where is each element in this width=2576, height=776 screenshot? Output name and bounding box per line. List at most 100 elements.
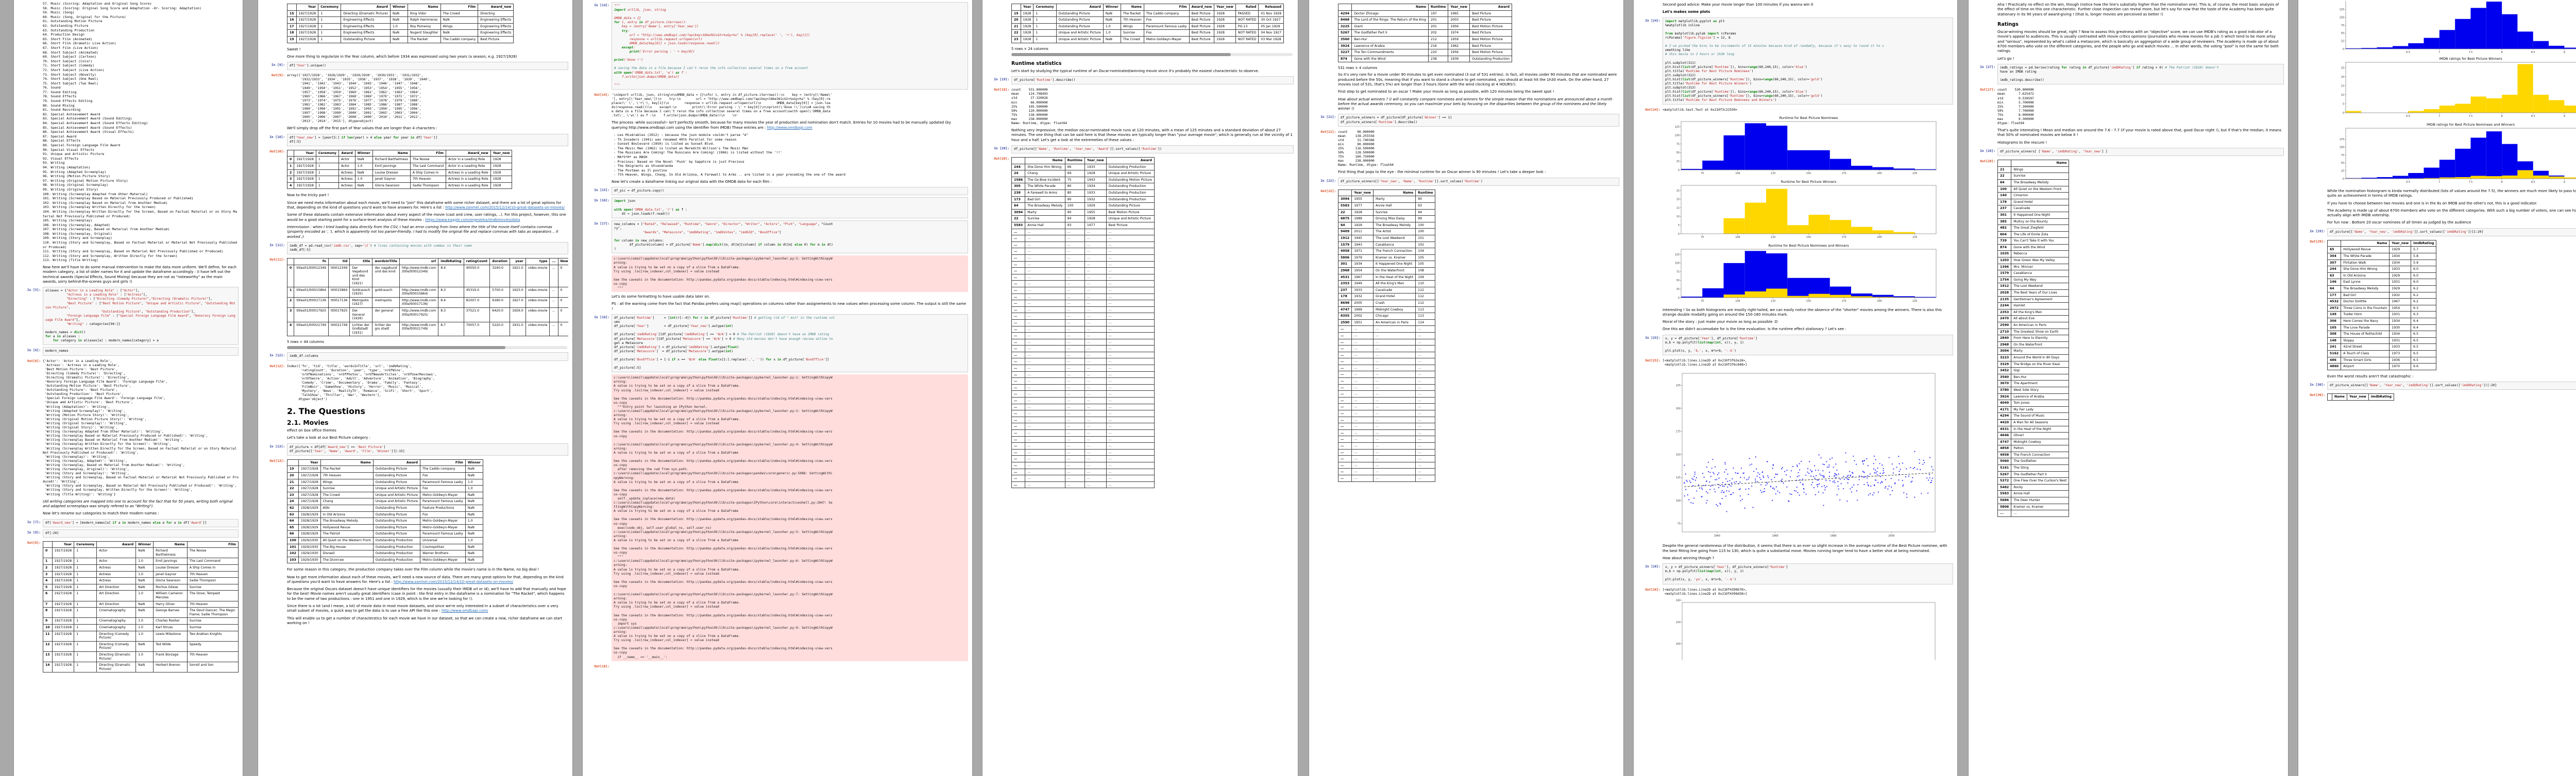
table-cell: 6.5	[2411, 356, 2437, 364]
svg-text:6.5: 6.5	[2406, 181, 2410, 184]
table-row: 148 Skippy 1931 6.5	[2327, 337, 2437, 344]
table-cell: …	[1415, 423, 1436, 430]
horizontal-scrollbar[interactable]	[1011, 53, 1293, 56]
table-cell: The Greatest Show on Earth	[2011, 328, 2070, 336]
table-cell: …	[1011, 319, 1026, 326]
table-cell: 1928	[490, 176, 513, 183]
table-cell: …	[1338, 436, 1352, 443]
table-row: 306 Here Comes the Navy 1934 6.4	[2327, 318, 2437, 325]
scrollbar-thumb[interactable]	[287, 346, 506, 350]
table-row: 739 You Can't Take It with You	[1997, 237, 2070, 245]
table-cell: NaN	[135, 547, 154, 559]
table-cell: 1	[318, 29, 342, 37]
table-row: 18 1927/1928 1 Engineering Effects NaN Nugent…	[287, 29, 514, 37]
table-row: 24 Chang 69 1928 Unique and Artistic Picture	[1011, 170, 1155, 177]
table-cell: Rocky	[2011, 484, 2070, 491]
table-cell: …	[1064, 358, 1085, 366]
output-cell: Out[14]: '\nimport urllib, json, string\n…	[583, 92, 968, 118]
table-cell: 308	[2327, 331, 2342, 338]
paragraph: If you have to choose between two movies…	[2327, 201, 2537, 205]
column-header: imdbRating	[438, 258, 464, 265]
table-cell: 0	[557, 321, 568, 337]
paragraph: Now let's rename our categories to match…	[43, 511, 159, 516]
output-prompt: Out[27]:	[1980, 88, 1995, 92]
table-row: 308 The House of Rothschild 1934 6.5	[2327, 331, 2437, 338]
table-cell: 1927/1928	[298, 472, 321, 479]
table-cell: 3227	[1338, 49, 1352, 56]
code-text: aliases = {"Actor in a Leading Role" : […	[45, 289, 235, 343]
table-cell: 2005	[1351, 299, 1374, 307]
table-row: ……………	[1011, 481, 1155, 489]
table-cell: …	[1106, 273, 1155, 281]
paragraph: For some reason in this category, the pr…	[287, 567, 539, 572]
output-area: count 530.000000 mean 7.625472 std 0.539…	[1997, 87, 2284, 126]
output-text: <matplotlib.text.Text at 0x210f3c22550>	[1663, 108, 1738, 112]
horizontal-scrollbar[interactable]	[287, 346, 567, 350]
input-prompt: In [30]:	[2310, 383, 2325, 387]
table-cell: 22	[287, 485, 299, 492]
table-cell: …	[1064, 410, 1085, 417]
table-cell: …	[1084, 241, 1107, 249]
table-cell: 0	[557, 264, 568, 287]
scrollbar-thumb[interactable]	[1011, 53, 1231, 56]
table-cell: Crash	[1372, 299, 1416, 307]
column-header: Year_new	[1448, 4, 1470, 11]
svg-text:100: 100	[1735, 236, 1740, 239]
table-cell: …	[1351, 396, 1374, 404]
svg-text:225: 225	[1912, 172, 1917, 175]
dataframe-cell: Out[11]: fn tid title wordsInTitle url imdbRat…	[258, 256, 568, 338]
code-box: new_columns = ["Rated", "Released", "Run…	[612, 220, 968, 254]
table-header-row: Year Ceremony Award Winner Name Film Award_new…	[287, 149, 513, 157]
table-cell: Best Motion Picture	[1469, 36, 1513, 43]
table-cell: The Caddo company	[440, 36, 479, 43]
table-cell: …	[1064, 286, 1085, 294]
table-cell: 2840	[1997, 335, 2012, 342]
table-row: 2968 1954 On the Waterfront 108	[1338, 267, 1436, 274]
table-cell: Feature Productions	[419, 504, 466, 512]
table-cell: The Devil Dancer; The Magic Flame; Sadie…	[187, 607, 239, 618]
table-cell: 1	[1033, 29, 1057, 37]
column-header: Winner	[135, 541, 154, 548]
table-cell: 1	[43, 558, 53, 565]
table-cell: …	[1106, 377, 1155, 385]
table-cell: …	[1106, 462, 1155, 469]
chart-imdb_nom: IMDB ratings for Best Picture Nominees02…	[2330, 1, 2576, 55]
table-cell: …	[1415, 474, 1436, 482]
table-cell: …	[1084, 390, 1107, 398]
table-cell: 108	[1415, 267, 1436, 274]
hyperlink[interactable]: https://www.kaggle.com/orgesleka/imdbmov…	[425, 217, 520, 222]
table-cell: 5162	[2327, 350, 2342, 357]
table-cell: 1928	[1214, 36, 1236, 43]
table-cell: Hamlet	[2011, 302, 2070, 309]
column-header: Year_new	[1214, 4, 1236, 11]
table-cell: …	[1064, 345, 1085, 352]
table-cell: 4420	[1997, 419, 2012, 426]
column-header: Film	[410, 149, 447, 157]
table-cell: 4747	[1997, 438, 2012, 446]
table-cell: …	[1106, 345, 1155, 352]
table-row: 2470 All about Eve	[1997, 315, 2070, 322]
hyperlink[interactable]: http://www.omdbapi.com	[767, 125, 812, 130]
table-cell: 1	[315, 182, 340, 189]
table-cell: 4531	[1338, 273, 1352, 281]
column-header: Award	[338, 149, 355, 157]
table-cell: Marty	[1372, 196, 1416, 203]
table-cell: 8355	[1338, 313, 1352, 320]
svg-text:Runtime for Best Picture Winne: Runtime for Best Picture Winners	[1781, 180, 1837, 184]
table-cell: …	[1025, 319, 1065, 326]
table-row: 65 1928/1929 Hollywood Revue Outstanding Pi…	[287, 524, 483, 531]
dataframe-wrap: Name Runtime Year_new Award 244 She Done Him …	[1011, 156, 1294, 490]
table-cell: 1929	[2389, 246, 2412, 254]
table-cell: NaN	[465, 543, 483, 551]
hyperlink[interactable]: http://www.omdbapi.com/	[442, 609, 488, 613]
hyperlink[interactable]: http://www.zanmel.com/2015/12/14/10-grea…	[445, 205, 565, 210]
table-row: ……………	[1011, 403, 1155, 411]
table-cell: …	[1025, 475, 1065, 482]
table-cell: 13	[43, 651, 53, 663]
table-row: 4294 The Sound of Music	[1997, 412, 2070, 420]
hyperlink[interactable]: http://www.zanmel.com/2015/12/14/10-grea…	[394, 579, 514, 584]
table-cell: 112	[1415, 286, 1436, 294]
table-cell: 80	[1064, 189, 1085, 197]
table-cell: …	[1372, 449, 1416, 456]
table-cell: Gone with the Wind	[1351, 55, 1429, 63]
